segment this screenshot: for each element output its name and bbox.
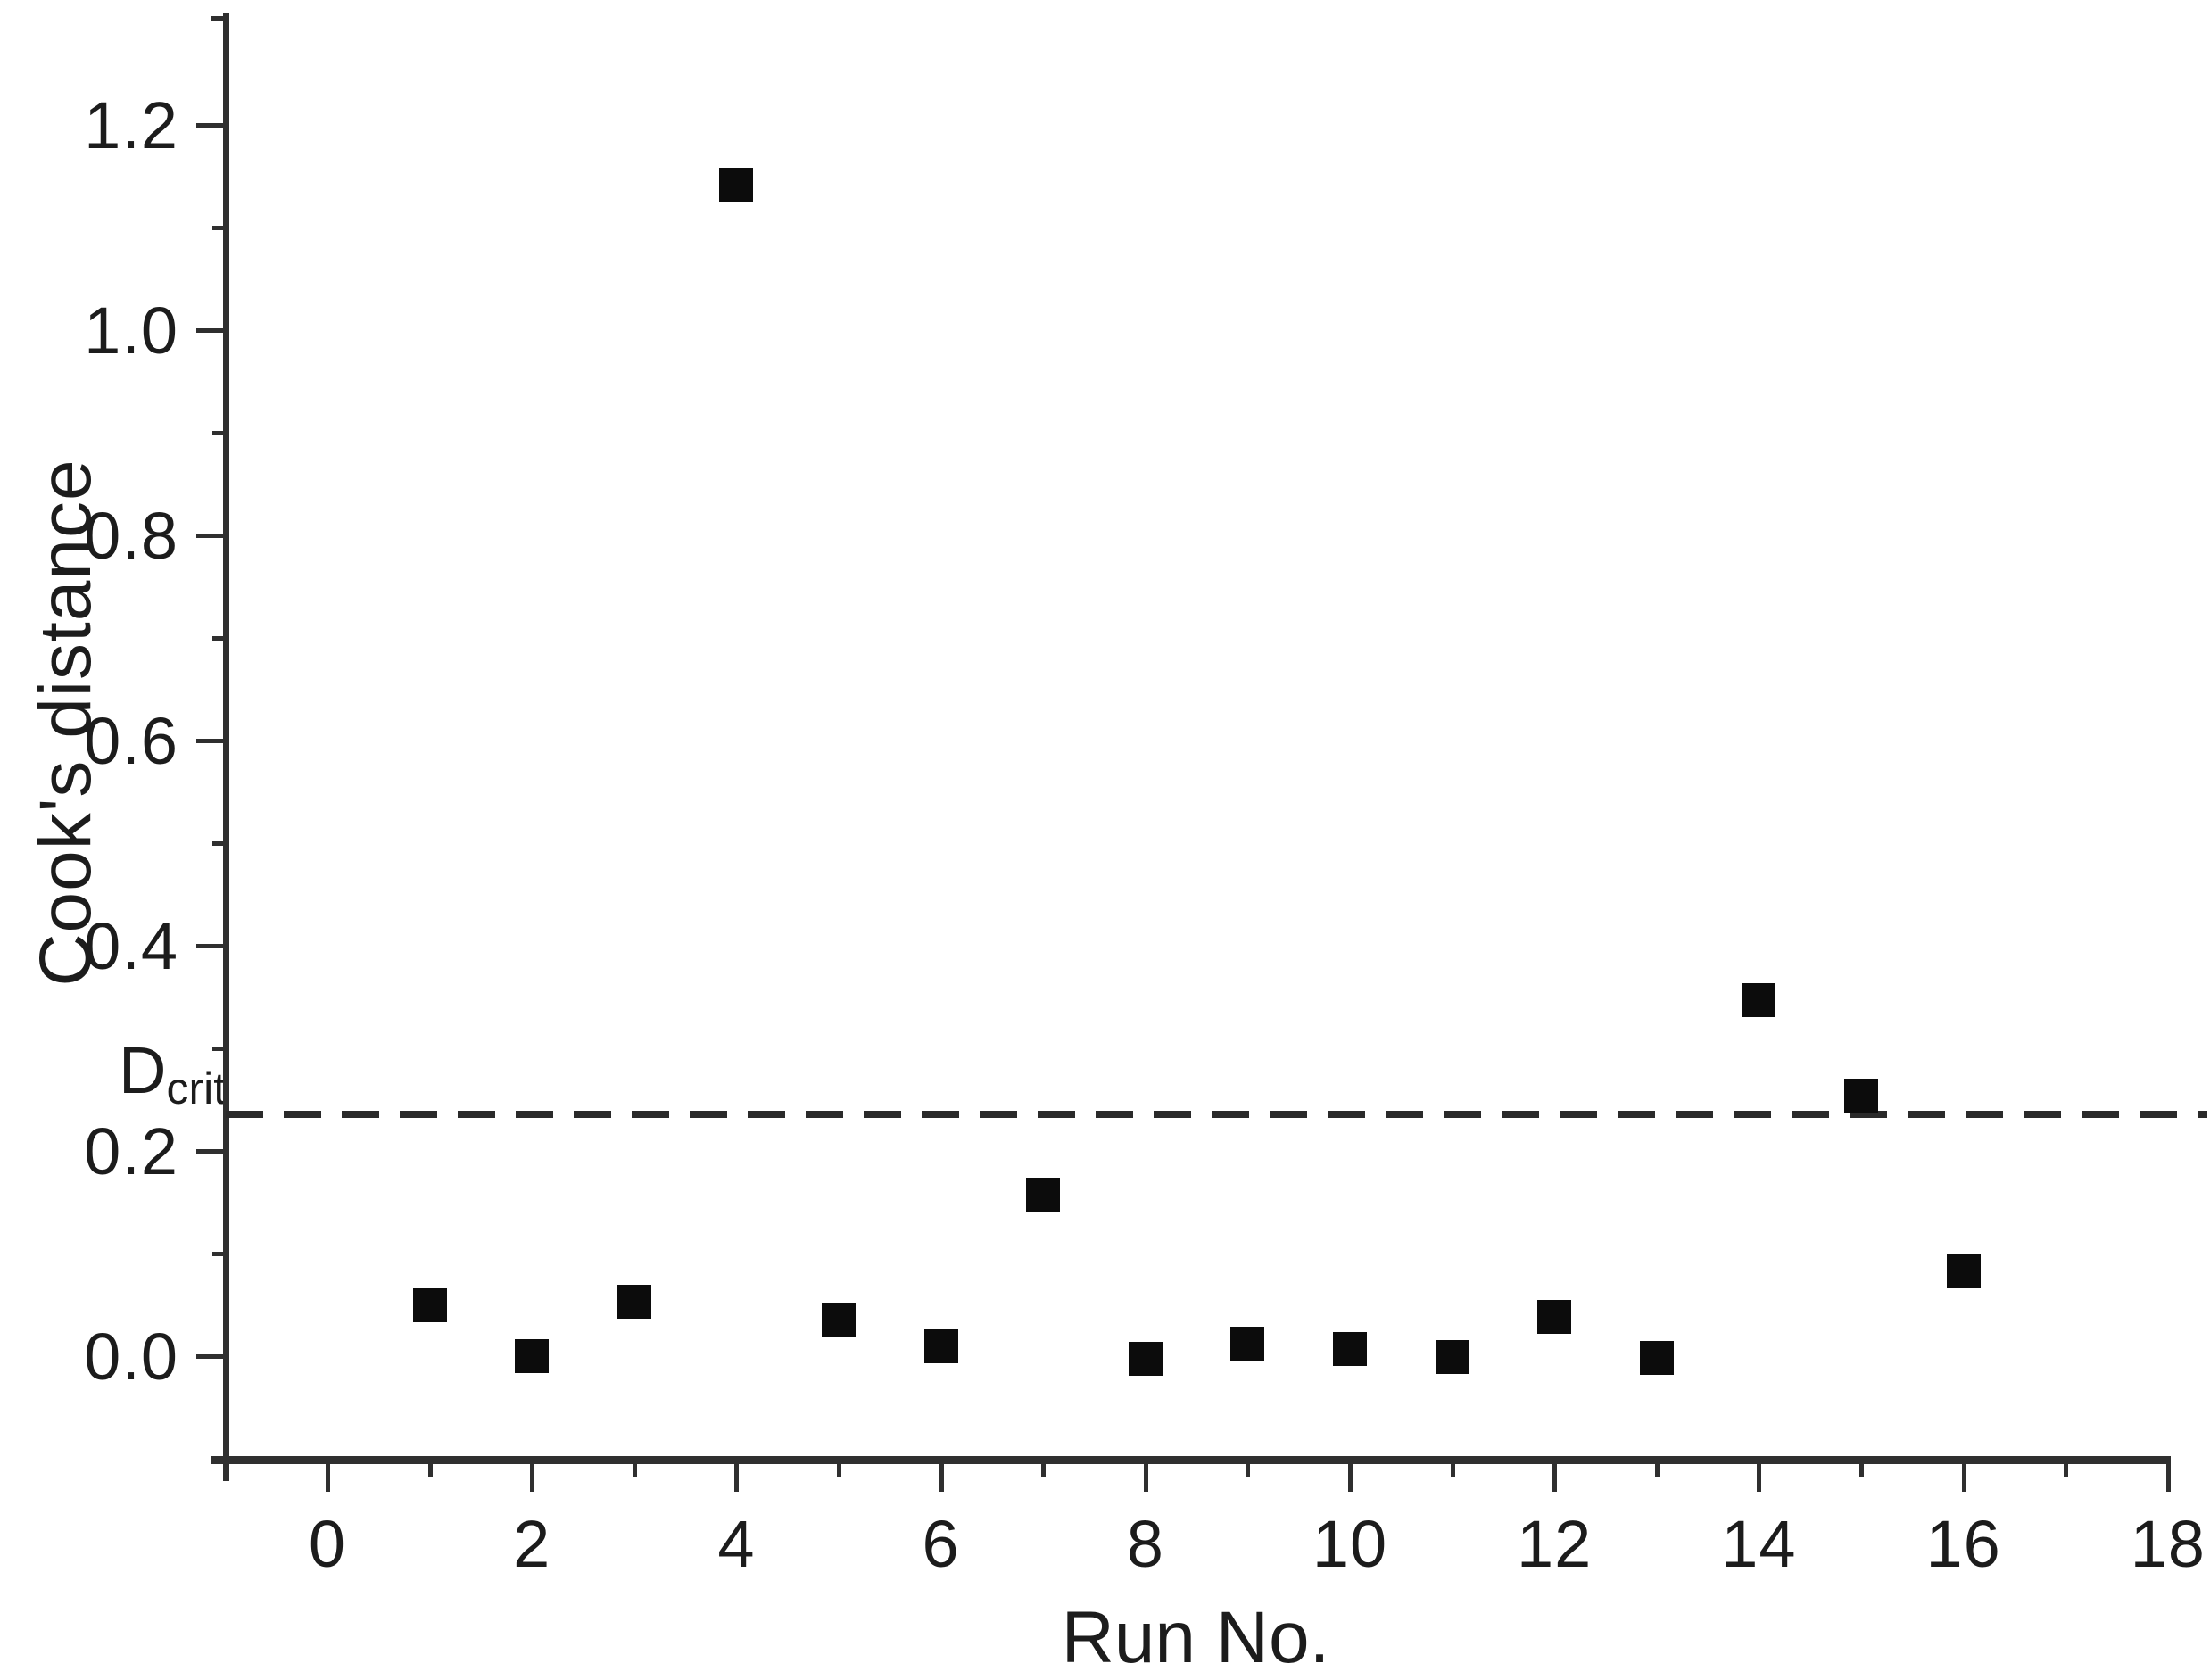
data-point: [1742, 982, 1776, 1017]
x-tick-label: 0: [308, 1507, 347, 1581]
y-major-tick: [196, 944, 226, 948]
data-point: [1026, 1178, 1061, 1212]
x-major-tick: [734, 1460, 740, 1492]
data-point: [515, 1339, 550, 1373]
x-tick-label: 4: [717, 1507, 756, 1581]
x-major-tick: [939, 1460, 944, 1492]
x-minor-tick: [2064, 1460, 2069, 1477]
y-minor-tick: [212, 841, 226, 846]
x-major-tick: [1552, 1460, 1558, 1492]
x-major-tick: [1348, 1460, 1353, 1492]
y-major-tick: [196, 739, 226, 743]
data-point: [1844, 1078, 1878, 1113]
y-minor-tick: [212, 431, 226, 435]
data-point: [923, 1328, 958, 1363]
x-minor-tick: [632, 1460, 637, 1477]
y-tick-label: 0.0: [84, 1319, 178, 1394]
data-point: [822, 1302, 856, 1337]
y-tick-label: 0.6: [84, 703, 178, 778]
x-tick-label: 6: [922, 1507, 960, 1581]
y-tick-label: 1.2: [84, 87, 178, 162]
x-minor-tick: [1041, 1460, 1047, 1477]
x-minor-tick: [1859, 1460, 1864, 1477]
x-axis-label: Run No.: [1061, 1597, 1330, 1678]
x-major-tick: [1757, 1460, 1762, 1492]
x-tick-label: 8: [1126, 1507, 1164, 1581]
data-point: [1230, 1327, 1265, 1361]
x-major-tick: [1961, 1460, 1966, 1492]
y-tick-label: 0.8: [84, 498, 178, 573]
x-axis: [211, 1456, 2171, 1464]
x-tick-label: 12: [1517, 1507, 1593, 1581]
data-point: [1537, 1300, 1572, 1335]
data-point: [1946, 1254, 1981, 1288]
y-major-tick: [196, 1149, 226, 1154]
x-tick-label: 18: [2130, 1507, 2206, 1581]
x-major-tick: [2165, 1460, 2171, 1492]
x-major-tick: [530, 1460, 535, 1492]
x-tick-label: 10: [1312, 1507, 1388, 1581]
y-major-tick: [196, 123, 226, 128]
x-major-tick: [326, 1460, 330, 1492]
x-minor-tick: [427, 1460, 433, 1477]
x-minor-tick: [1654, 1460, 1660, 1477]
y-minor-tick: [212, 1047, 226, 1051]
y-minor-tick: [212, 636, 226, 641]
dcrit-threshold-label: Dcrit: [119, 1033, 226, 1114]
data-point: [412, 1287, 447, 1322]
data-point: [617, 1285, 651, 1320]
y-minor-tick: [212, 226, 226, 230]
x-minor-tick: [1450, 1460, 1455, 1477]
x-tick-label: 14: [1721, 1507, 1797, 1581]
data-point: [1128, 1342, 1163, 1377]
data-point: [1639, 1341, 1674, 1376]
x-minor-tick: [837, 1460, 841, 1477]
data-point: [1435, 1340, 1469, 1375]
y-minor-tick: [212, 1252, 226, 1256]
y-major-tick: [196, 534, 226, 538]
y-axis: [223, 13, 229, 1481]
y-tick-label: 0.4: [84, 908, 178, 983]
dcrit-label-main: D: [119, 1033, 167, 1107]
data-point: [1333, 1331, 1367, 1366]
dcrit-threshold-line: [226, 1110, 2207, 1118]
y-major-tick: [196, 1354, 226, 1359]
dcrit-label-subscript: crit: [166, 1063, 227, 1113]
x-major-tick: [1143, 1460, 1148, 1492]
y-tick-label: 1.0: [84, 293, 178, 368]
y-major-tick: [196, 328, 226, 333]
x-minor-tick: [1246, 1460, 1251, 1477]
x-minor-tick: [223, 1460, 228, 1477]
y-tick-label: 0.2: [84, 1113, 178, 1188]
y-axis-end-tick: [211, 16, 226, 21]
data-point: [719, 167, 754, 202]
x-tick-label: 2: [513, 1507, 551, 1581]
x-tick-label: 16: [1925, 1507, 2001, 1581]
